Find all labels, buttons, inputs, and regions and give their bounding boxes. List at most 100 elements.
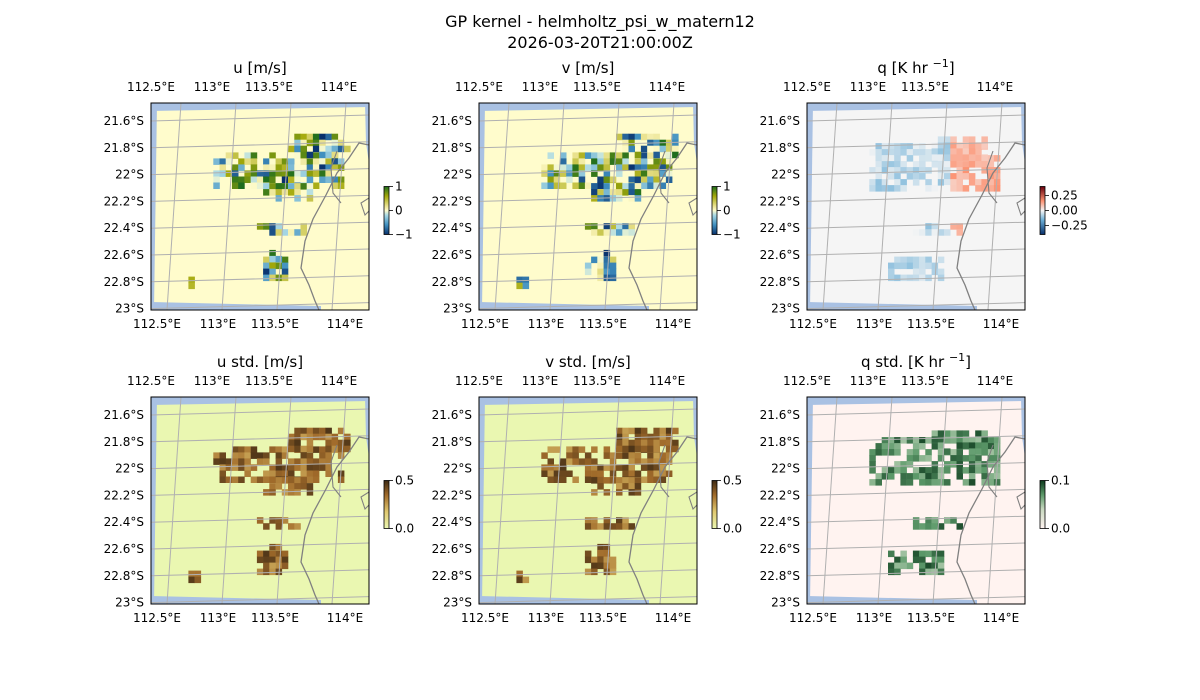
- data-cell: [263, 470, 270, 477]
- data-cell: [281, 470, 289, 477]
- data-cell: [640, 458, 648, 465]
- data-cell: [269, 170, 276, 177]
- x-tick-top: 114°E: [321, 80, 358, 94]
- data-cell: [900, 562, 907, 570]
- data-cell: [919, 550, 926, 558]
- data-cell: [653, 452, 660, 459]
- data-cell: [628, 489, 635, 496]
- data-cell: [591, 158, 598, 165]
- data-cell: [219, 170, 226, 177]
- data-cell: [547, 164, 554, 171]
- colorbar-tick: 1: [723, 180, 731, 194]
- data-cell: [912, 256, 920, 264]
- data-cell: [987, 443, 995, 450]
- data-cell: [547, 176, 554, 183]
- data-cell: [294, 189, 301, 196]
- data-cell: [659, 158, 667, 165]
- data-cell: [269, 229, 276, 236]
- data-cell: [900, 467, 907, 474]
- x-tick-top: 113°E: [194, 374, 231, 388]
- data-cell: [975, 455, 982, 462]
- data-cell: [522, 282, 530, 290]
- data-cell: [306, 476, 314, 483]
- y-tick: 22.8°S: [432, 569, 472, 583]
- data-cell: [306, 170, 314, 177]
- data-cell: [919, 262, 926, 270]
- data-cell: [925, 449, 932, 456]
- x-tick-bottom: 113.5°E: [907, 611, 955, 625]
- data-cell: [912, 167, 920, 174]
- data-cell: [653, 476, 660, 483]
- data-cell: [640, 182, 648, 189]
- data-cell: [269, 164, 276, 171]
- colorbar: [383, 186, 390, 235]
- data-cell: [306, 427, 314, 435]
- data-cell: [325, 445, 332, 453]
- data-cell: [919, 173, 926, 180]
- data-cell: [275, 158, 283, 165]
- data-cell: [591, 464, 598, 471]
- data-cell: [219, 452, 226, 459]
- data-cell: [875, 473, 882, 480]
- data-cell: [269, 262, 276, 270]
- data-cell: [628, 439, 635, 447]
- data-cell: [912, 449, 920, 456]
- data-cell: [888, 443, 895, 450]
- data-cell: [622, 483, 629, 490]
- data-cell: [213, 458, 220, 465]
- data-cell: [256, 458, 264, 465]
- data-cell: [275, 164, 283, 171]
- data-cell: [256, 517, 264, 524]
- coastline-island: [1016, 491, 1025, 511]
- y-tick: 21.6°S: [760, 114, 800, 128]
- data-cell: [888, 143, 895, 150]
- data-cell: [256, 568, 264, 576]
- data-cell: [325, 133, 332, 141]
- data-cell: [603, 164, 611, 171]
- data-cell: [881, 473, 889, 480]
- y-tick: 21.8°S: [432, 141, 472, 155]
- data-cell: [325, 158, 332, 165]
- x-tick-top: 112.5°E: [783, 80, 831, 94]
- data-cell: [591, 256, 598, 264]
- data-cell: [975, 436, 982, 443]
- data-cell: [325, 427, 332, 435]
- data-cell: [937, 449, 945, 456]
- x-tick-bottom: 113°E: [856, 611, 893, 625]
- data-cell: [603, 158, 611, 165]
- data-cell: [269, 543, 276, 551]
- data-cell: [906, 149, 914, 156]
- data-cell: [603, 477, 611, 484]
- data-cell: [325, 452, 332, 459]
- data-cell: [609, 556, 617, 564]
- data-cell: [591, 152, 598, 159]
- data-cell: [937, 455, 945, 462]
- data-cell: [900, 149, 907, 156]
- data-cell: [560, 164, 567, 171]
- data-cell: [238, 458, 245, 465]
- data-cell: [659, 452, 667, 459]
- x-tick-top: 113.5°E: [245, 374, 293, 388]
- data-cell: [269, 464, 276, 471]
- data-cell: [616, 229, 623, 236]
- data-cell: [912, 179, 920, 186]
- data-cell: [653, 151, 660, 159]
- data-cell: [981, 161, 988, 168]
- y-tick: 21.6°S: [760, 408, 800, 422]
- data-cell: [294, 170, 301, 177]
- data-cell: [603, 268, 611, 276]
- data-cell: [981, 448, 988, 455]
- data-cell: [975, 442, 982, 449]
- data-cell: [925, 167, 932, 174]
- data-cell: [219, 164, 226, 171]
- data-cell: [269, 470, 276, 477]
- data-cell: [634, 470, 642, 477]
- colorbar: [383, 480, 390, 529]
- data-cell: [294, 433, 301, 441]
- data-cell: [628, 229, 635, 236]
- ocean-east: [1021, 397, 1025, 457]
- data-cell: [894, 449, 901, 456]
- data-cell: [263, 189, 270, 196]
- data-cell: [881, 185, 889, 192]
- data-cell: [981, 442, 988, 449]
